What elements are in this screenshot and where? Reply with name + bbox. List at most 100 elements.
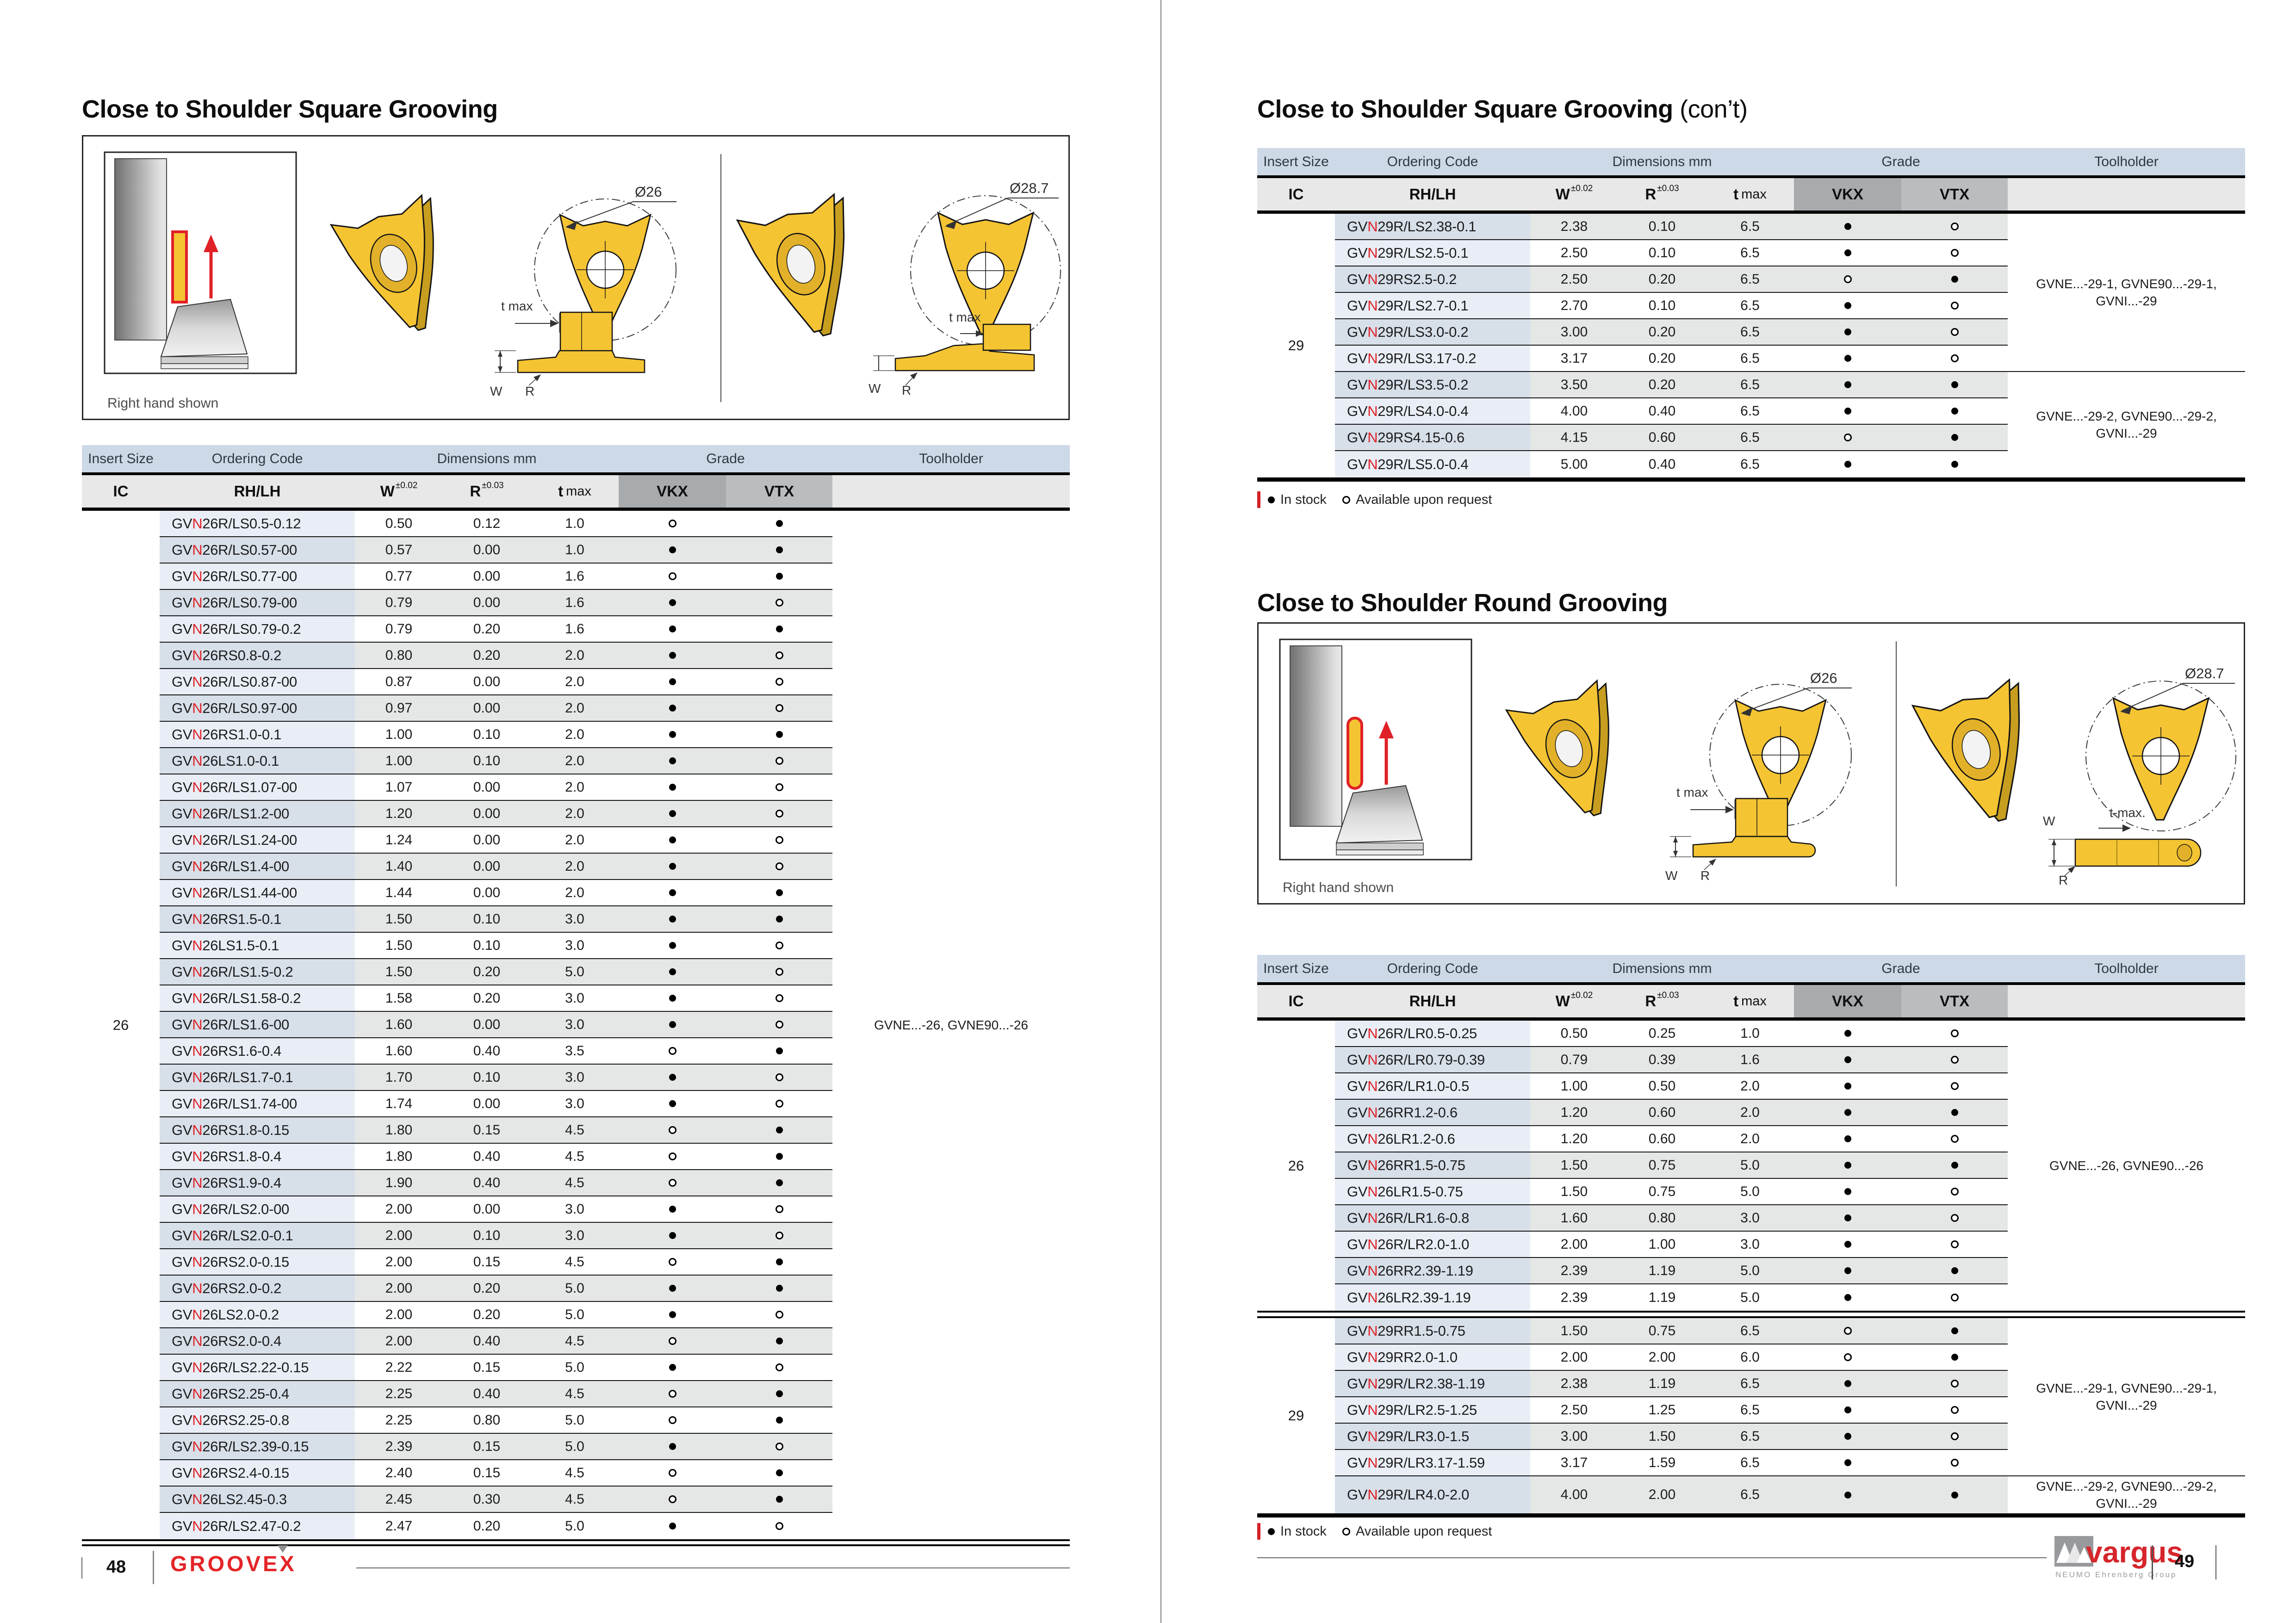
ordering-code-part: N: [192, 752, 203, 769]
ordering-code: GV N 29R/LS2.38-0.1: [1335, 214, 1530, 240]
ordering-code: GV N 26RS2.0-0.4: [160, 1328, 355, 1355]
ordering-code: GV N 26R/LS0.97-00: [160, 695, 355, 722]
in-stock-dot-icon: [776, 1469, 783, 1476]
grade-vkx-availability: [1794, 372, 1901, 398]
r-tolerance: ±0.03: [1657, 991, 1679, 1000]
ordering-code: GV N 26R/LR1.6-0.8: [1335, 1205, 1530, 1232]
dim-tmax-value: 2.0: [531, 643, 619, 669]
ordering-code-part: 29R/LR3.0-1.5: [1378, 1428, 1470, 1444]
ordering-code-part: GV: [172, 1306, 192, 1323]
in-stock-dot-icon: [669, 1364, 676, 1371]
dim-w-value: 1.60: [1530, 1205, 1618, 1232]
dim-r-value: 1.19: [1618, 1258, 1706, 1284]
grade-vkx-availability: [1794, 1232, 1901, 1258]
grade-vkx-availability: [619, 1038, 726, 1065]
ordering-code-part: 26RS0.8-0.2: [202, 647, 282, 663]
in-stock-dot-icon: [669, 836, 676, 843]
ordering-code-part: 26R/LS0.77-00: [202, 568, 297, 584]
in-stock-dot-icon: [1951, 408, 1958, 415]
ordering-code: GV N 29R/LS3.5-0.2: [1335, 372, 1530, 398]
legend-red-bar: [1257, 491, 1260, 508]
in-stock-dot-icon: [669, 1443, 676, 1450]
dim-r-value: 0.40: [1618, 451, 1706, 477]
dim-r-value: 0.50: [1618, 1073, 1706, 1100]
r-label: R: [470, 483, 481, 500]
in-stock-dot-icon: [776, 1258, 783, 1265]
ordering-code-part: N: [1367, 1322, 1378, 1339]
grade-vtx-availability: [726, 854, 832, 880]
grade-vtx-availability: [726, 564, 832, 590]
col-ic: IC: [1288, 992, 1304, 1010]
insert-size-value: 26: [82, 511, 160, 1539]
grade-vkx-availability: [1794, 1100, 1901, 1126]
dim-tmax-value: 6.5: [1706, 1424, 1794, 1450]
dim-r-value: 0.10: [443, 933, 531, 959]
workpiece-base-band2: [1336, 849, 1424, 855]
dim-tmax-value: 4.5: [531, 1328, 619, 1355]
dim-w-value: 3.17: [1530, 1450, 1618, 1476]
col-dimensions: Dimensions mm: [437, 451, 537, 466]
dim-r-value: 0.00: [443, 1091, 531, 1117]
grade-vtx-availability: [1901, 266, 2008, 293]
dim-tmax-value: 5.0: [531, 1513, 619, 1539]
col-dimensions: Dimensions mm: [1612, 154, 1712, 169]
ordering-code: GV N 26RS2.25-0.8: [160, 1407, 355, 1434]
dim-r-value: 0.00: [443, 1196, 531, 1223]
toolholder-value: GVNE...-29-2, GVNE90...-29-2, GVNI...-29: [2008, 372, 2245, 477]
available-ring-icon: [775, 994, 783, 1002]
ordering-code-part: GV: [1347, 1262, 1368, 1279]
footer-rule-left: [356, 1567, 1070, 1568]
ordering-code-part: GV: [1347, 1209, 1368, 1226]
ordering-code-part: 26RS1.8-0.15: [202, 1121, 289, 1138]
dim-tmax-value: 6.5: [1706, 240, 1794, 266]
dim-tmax-value: 5.0: [1706, 1284, 1794, 1311]
ordering-code-part: GV: [1347, 297, 1368, 314]
available-ring-icon: [668, 572, 676, 580]
ordering-code-part: N: [192, 568, 203, 584]
col-vtx: VTX: [1901, 178, 2008, 211]
ordering-code-part: 29R/LS3.17-0.2: [1378, 350, 1477, 366]
dim-tmax-value: 1.6: [531, 616, 619, 643]
ordering-code: GV N 29R/LS2.7-0.1: [1335, 293, 1530, 319]
dim-w-value: 2.50: [1530, 240, 1618, 266]
dim-tmax-value: 3.5: [531, 1038, 619, 1065]
available-ring-icon: [668, 1495, 676, 1503]
grade-vkx-availability: [1794, 1284, 1901, 1311]
ordering-code: GV N 26R/LS1.07-00: [160, 774, 355, 801]
col-vkx: VKX: [1794, 985, 1901, 1017]
available-ring-icon: [1950, 354, 1959, 362]
dim-r-value: 0.10: [1618, 293, 1706, 319]
ordering-code-part: 26R/LR0.79-0.39: [1378, 1051, 1485, 1068]
grade-vkx-availability: [1794, 1047, 1901, 1073]
ordering-code-part: N: [1367, 1157, 1378, 1173]
round-grooving-title: Close to Shoulder Round Grooving: [1257, 588, 1668, 617]
grade-vtx-availability: [726, 774, 832, 801]
tmax-label: max: [1741, 186, 1767, 202]
dim-r-value: 1.25: [1618, 1397, 1706, 1424]
col-vkx: VKX: [619, 475, 726, 508]
grade-vtx-availability: [726, 933, 832, 959]
grade-vkx-availability: [1794, 398, 1901, 425]
ordering-code-part: N: [192, 1491, 203, 1507]
right-page-title-text: Close to Shoulder Square Grooving: [1257, 95, 1673, 123]
ordering-code-part: N: [1367, 218, 1378, 235]
round-grooving-table: Insert Size Ordering Code Dimensions mm …: [1257, 955, 2245, 1518]
r-label: R: [1645, 186, 1657, 203]
table-bottom-rule: [1257, 1513, 2245, 1518]
ordering-code-part: N: [1367, 376, 1378, 393]
dim-w-value: 4.15: [1530, 425, 1618, 451]
ordering-code-part: 26R/LS1.2-00: [202, 805, 289, 822]
svg-text:Ø26: Ø26: [1810, 670, 1837, 686]
available-ring-icon: [1950, 1056, 1959, 1064]
ordering-code-part: 26LR2.39-1.19: [1378, 1289, 1471, 1306]
ordering-code: GV N 26RS2.0-0.15: [160, 1249, 355, 1276]
page-number-left: 48: [106, 1557, 126, 1577]
ordering-code-part: 26LS2.45-0.3: [202, 1491, 287, 1507]
grade-vtx-availability: [1901, 319, 2008, 346]
dim-tmax-value: 4.5: [531, 1381, 619, 1407]
ordering-code-part: 26R/LS1.24-00: [202, 831, 297, 848]
svg-text:R: R: [525, 384, 534, 398]
ordering-code: GV N 26LR1.5-0.75: [1335, 1179, 1530, 1205]
in-stock-dot-icon: [669, 784, 676, 791]
grade-vkx-availability: [619, 933, 726, 959]
